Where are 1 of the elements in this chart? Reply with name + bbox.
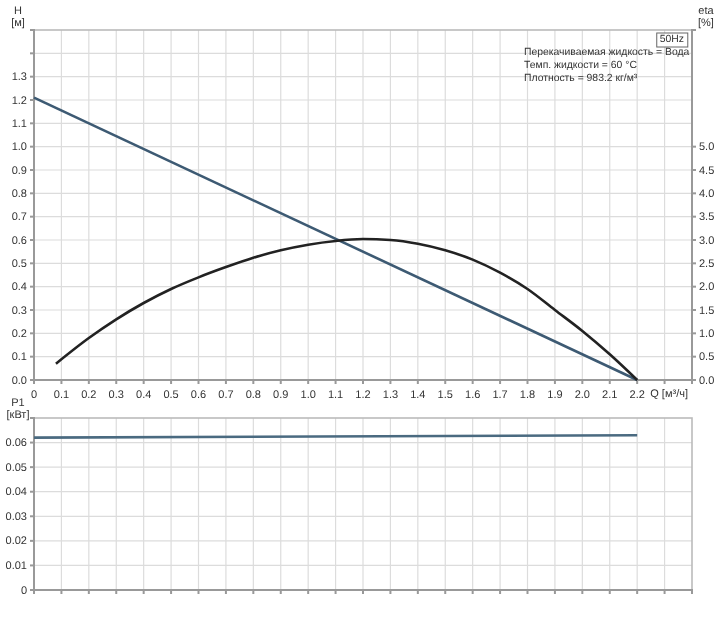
line-series [54,237,639,382]
